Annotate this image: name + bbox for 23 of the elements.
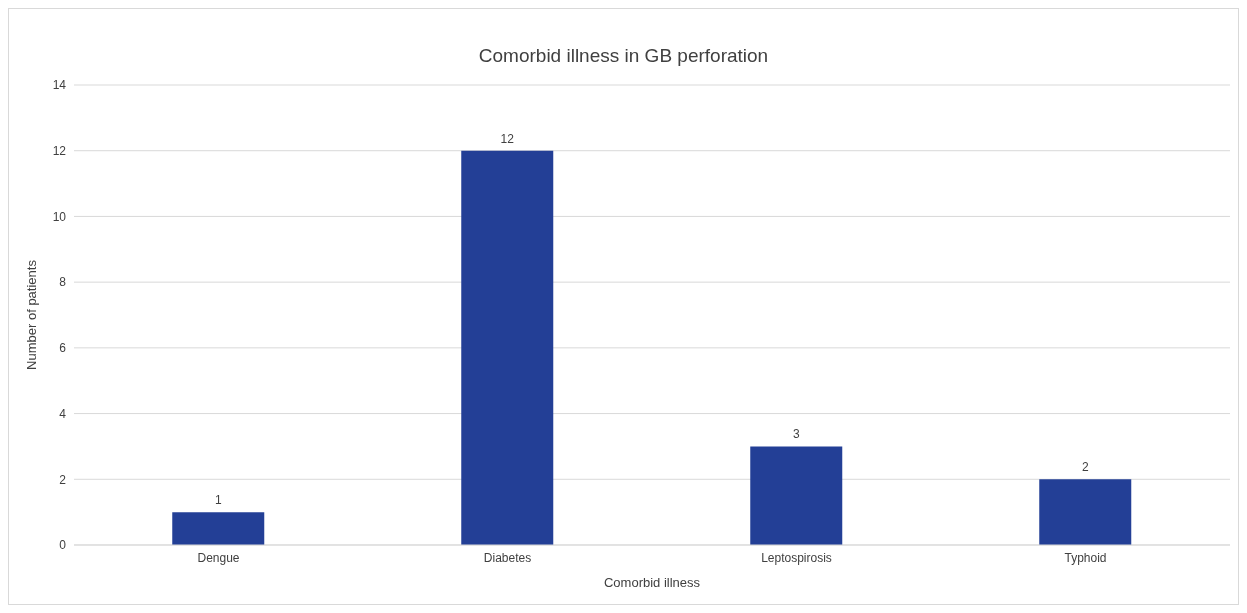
y-tick-label: 6: [59, 341, 67, 356]
x-tick-label: Typhoid: [1064, 550, 1107, 565]
y-tick-label: 10: [52, 209, 67, 224]
bar: [172, 512, 265, 545]
y-tick-label: 2: [59, 472, 67, 487]
bar: [1039, 479, 1132, 545]
y-axis-title: Number of patients: [23, 259, 39, 370]
data-label: 12: [500, 131, 515, 146]
y-tick-label: 14: [52, 78, 67, 93]
y-tick-label: 8: [59, 275, 67, 290]
data-label: 1: [214, 493, 222, 508]
y-tick-label: 12: [52, 143, 67, 158]
y-tick-label: 0: [59, 538, 67, 553]
y-tick-label: 4: [59, 406, 67, 421]
x-tick-label: Dengue: [197, 550, 240, 565]
x-tick-label: Diabetes: [483, 550, 532, 565]
data-label: 2: [1081, 460, 1089, 475]
bar: [461, 150, 554, 545]
data-label: 3: [792, 427, 800, 442]
x-tick-label: Leptospirosis: [761, 550, 832, 565]
chart-title: Comorbid illness in GB perforation: [477, 45, 770, 68]
bar: [750, 446, 843, 545]
x-axis-title: Comorbid illness: [603, 575, 701, 590]
